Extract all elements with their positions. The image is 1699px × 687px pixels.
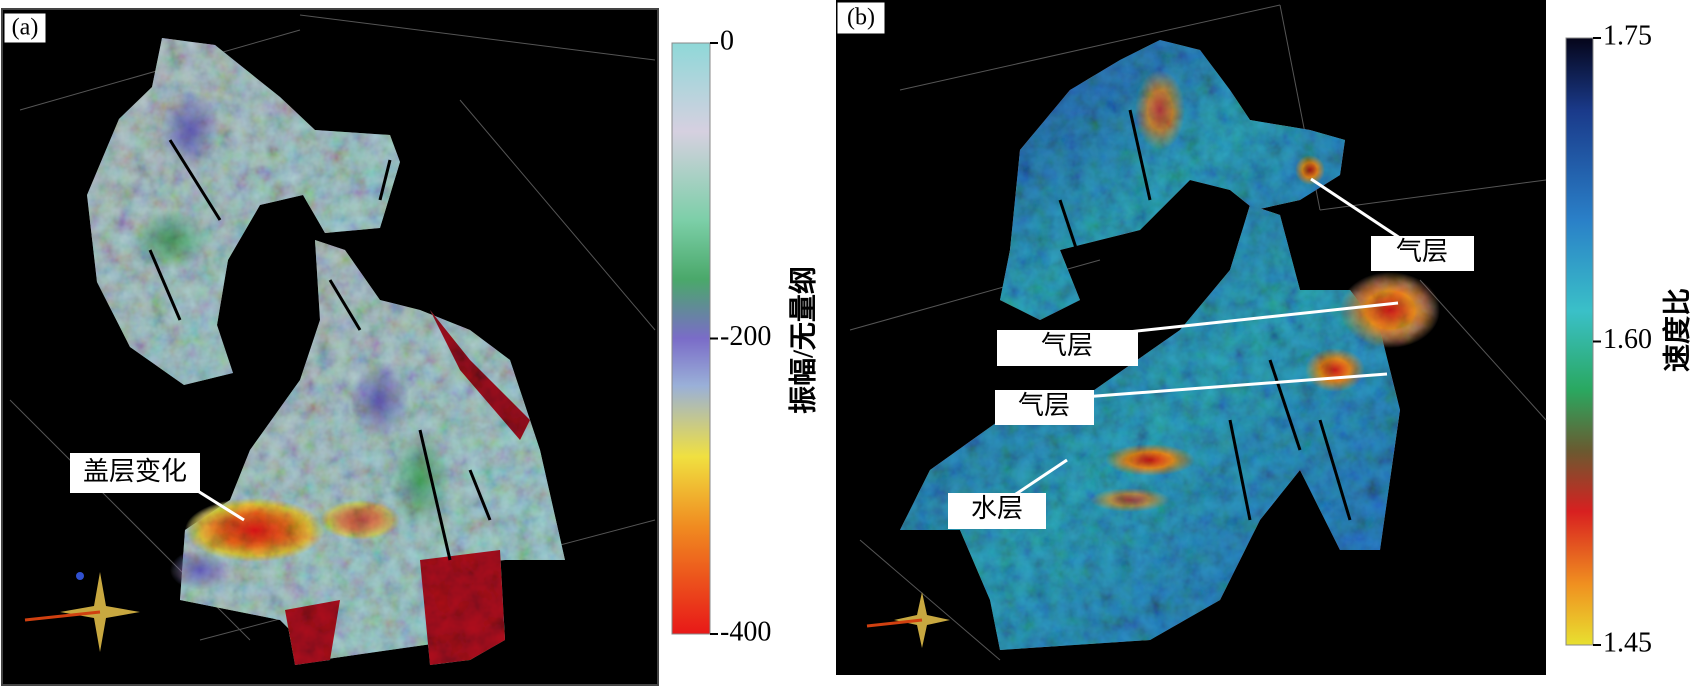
faults-a [148,139,492,561]
annotation-box [995,390,1094,425]
colorbar-a [671,42,711,635]
colorbar-tick-label: 1.75 [1603,20,1652,51]
annotation-box [948,493,1046,529]
annotation: 水层 [971,494,1023,523]
compass-b [866,592,950,648]
colorbar-tick-label: 1.45 [1603,627,1652,658]
surface-a [87,38,565,665]
compass-a [24,572,140,652]
colorbar-tick-label: 0 [720,25,734,56]
colorbar-title: 速度比 [1661,288,1693,372]
panel-label-box [836,1,886,35]
panel-label: (a) [12,15,39,41]
annotation: 气层 [1396,237,1448,266]
colorbar-b [1565,37,1594,646]
panel-label: (b) [847,5,875,31]
annotation: 气层 [1041,331,1093,360]
annotation: 盖层变化 [83,457,187,486]
colorbar-title: 振幅/无量纲 [786,266,819,414]
colorbar-tick-label: -200 [720,321,771,352]
annotation-box [1371,236,1474,271]
annotation-box [997,330,1138,366]
annotation-box [70,453,200,493]
panel-label-box [3,12,47,44]
callout-lines [1009,177,1401,500]
colorbar-tick-label: -400 [720,616,771,647]
colorbar-tick-label: 1.60 [1603,324,1652,355]
faults-b [1058,109,1352,521]
annotation: 气层 [1018,391,1070,420]
